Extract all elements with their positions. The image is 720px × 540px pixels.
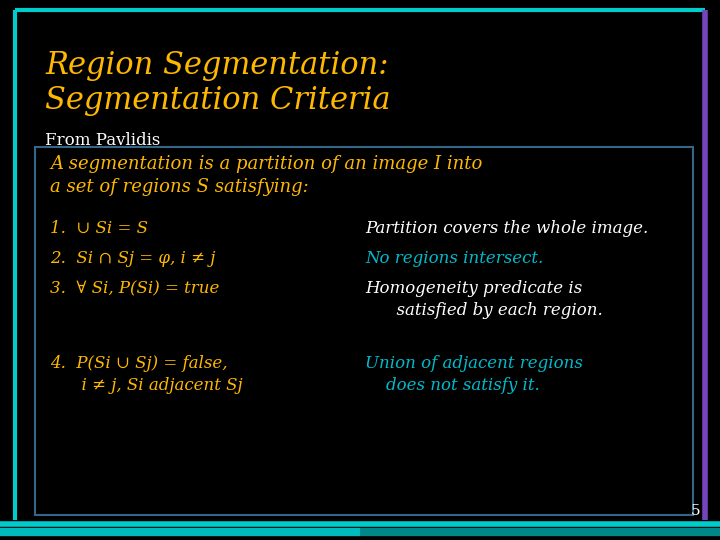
Text: i ≠ j, Si adjacent Sj: i ≠ j, Si adjacent Sj	[50, 377, 243, 394]
Text: does not satisfy it.: does not satisfy it.	[365, 377, 540, 394]
Text: satisfied by each region.: satisfied by each region.	[365, 302, 603, 319]
Text: Partition covers the whole image.: Partition covers the whole image.	[365, 220, 648, 237]
Text: Segmentation Criteria: Segmentation Criteria	[45, 85, 390, 116]
Text: 4.  P(Si ∪ Sj) = false,: 4. P(Si ∪ Sj) = false,	[50, 355, 228, 372]
Text: A segmentation is a partition of an image I into: A segmentation is a partition of an imag…	[50, 155, 482, 173]
Text: 5: 5	[690, 504, 700, 518]
Text: From Pavlidis: From Pavlidis	[45, 132, 161, 149]
Text: No regions intersect.: No regions intersect.	[365, 250, 544, 267]
Text: 1.  ∪ Si = S: 1. ∪ Si = S	[50, 220, 148, 237]
Text: Homogeneity predicate is: Homogeneity predicate is	[365, 280, 582, 297]
Text: a set of regions S satisfying:: a set of regions S satisfying:	[50, 178, 309, 196]
Text: 3.  ∀ Si, P(Si) = true: 3. ∀ Si, P(Si) = true	[50, 280, 220, 297]
Text: Union of adjacent regions: Union of adjacent regions	[365, 355, 583, 372]
Bar	[35, 147, 693, 515]
Text: Region Segmentation:: Region Segmentation:	[45, 50, 389, 81]
Text: 2.  Si ∩ Sj = φ, i ≠ j: 2. Si ∩ Sj = φ, i ≠ j	[50, 250, 215, 267]
